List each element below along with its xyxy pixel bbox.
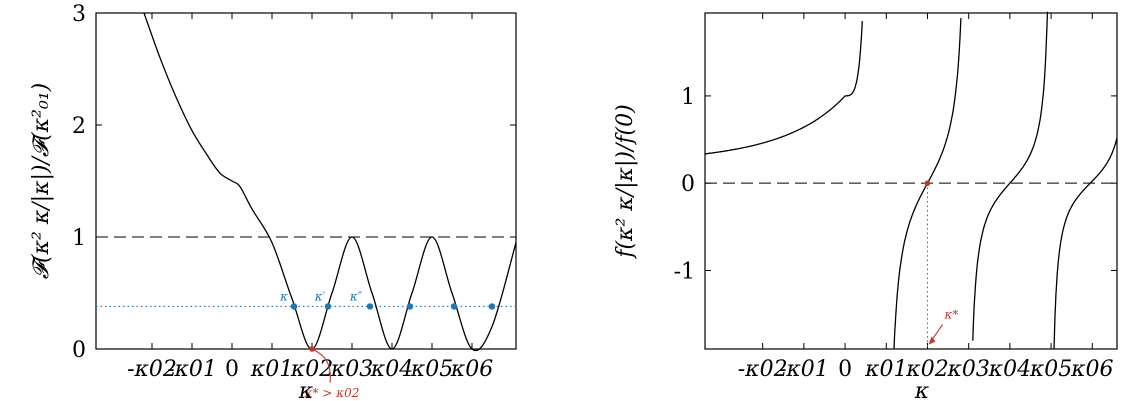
right-x-tick-label: -κ02 [738, 357, 788, 382]
left-y-tick-label: 2 [72, 114, 86, 139]
right-series-curves [704, 11, 1118, 350]
annotation-kappa-star: κ* > κ02 [304, 386, 360, 400]
left-x-tick-label: κ05 [410, 357, 453, 382]
left-x-tick-label: κ01 [250, 357, 293, 382]
left-plot-frame [95, 12, 517, 350]
left-y-axis-label: 𝓕(κ² κ/|κ|)/𝓕(κ²₀₁) [29, 83, 54, 279]
right-x-tick-label: κ02 [905, 357, 948, 382]
left-y-tick-label: 1 [72, 226, 86, 251]
right-red-point [924, 180, 931, 186]
left-x-tick-label: -κ01 [167, 357, 217, 382]
left-annotations: κ κ′ κ″ κ* > κ02 [279, 289, 363, 400]
left-red-pointer [311, 348, 331, 383]
left-marked-point [406, 303, 414, 310]
right-y-axis-label: f(κ² κ/|κ|)/f(0) [613, 104, 638, 259]
right-y-ticks: -1 0 1 [674, 85, 1117, 284]
left-reference-lines [96, 236, 516, 308]
left-x-axis-label: κ [298, 379, 314, 401]
left-x-tick-label: κ03 [330, 357, 373, 382]
right-x-tick-label: κ04 [988, 357, 1031, 382]
left-x-tick-label: 0 [225, 357, 239, 382]
right-x-tick-label: -κ01 [779, 357, 829, 382]
right-y-tick-label: -1 [674, 259, 695, 284]
left-marked-point [488, 303, 496, 310]
right-x-tick-label: κ05 [1029, 357, 1072, 382]
right-y-tick-label: 0 [681, 172, 695, 197]
left-marked-point [290, 303, 298, 310]
left-x-tick-label: κ02 [290, 357, 333, 382]
annotation-kappa-double-prime: κ″ [349, 289, 363, 303]
left-marked-points [290, 303, 496, 310]
left-y-ticks: 0 1 2 3 [72, 2, 516, 363]
annotation-kappa-star-right: κ* [944, 307, 959, 321]
right-x-tick-label: κ06 [1070, 357, 1113, 382]
left-marked-point [324, 303, 332, 310]
left-series-curve [143, 12, 517, 352]
right-reference-lines [705, 182, 1117, 349]
left-x-tick-label: -κ02 [127, 357, 177, 382]
annotation-kappa-prime: κ′ [314, 289, 326, 303]
left-y-tick-label: 3 [72, 2, 86, 27]
right-y-tick-label: 1 [681, 85, 695, 110]
right-annotations: κ* [924, 180, 959, 345]
right-series-branch [704, 20, 863, 155]
left-marked-point [366, 303, 374, 310]
right-series-branch [972, 11, 1049, 341]
right-x-tick-label: κ01 [864, 357, 907, 382]
right-plot-frame [704, 12, 1118, 350]
left-marked-point [450, 303, 458, 310]
right-x-axis-label: κ [914, 379, 930, 401]
right-x-tick-label: κ03 [946, 357, 989, 382]
right-red-arrowhead [928, 336, 936, 345]
left-x-tick-label: κ04 [370, 357, 413, 382]
right-x-tick-label: 0 [838, 357, 852, 382]
left-y-tick-label: 0 [72, 338, 86, 363]
right-series-branch [1053, 137, 1118, 350]
annotation-kappa: κ [279, 289, 288, 303]
left-x-tick-label: κ06 [450, 357, 493, 382]
